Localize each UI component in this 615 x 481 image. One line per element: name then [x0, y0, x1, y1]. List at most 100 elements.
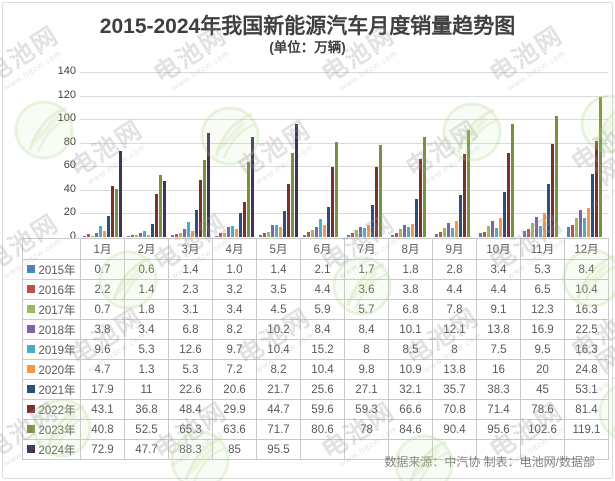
bar-group-7月 [344, 72, 388, 237]
value-cell: 4.4 [432, 279, 477, 300]
bar-2021年-1月 [106, 215, 110, 237]
value-cell: 1.0 [212, 259, 257, 280]
bar-2018年-3月 [182, 229, 186, 237]
value-cell: 44.7 [256, 399, 301, 420]
legend-swatch-icon [27, 265, 36, 274]
bar-2022年-2月 [154, 193, 158, 237]
value-cell: 6.5 [520, 279, 565, 300]
bar-2023年-8月 [422, 137, 426, 237]
bar-2021年-12月 [590, 174, 594, 237]
bar-2016年-10月 [482, 231, 486, 237]
bar-group-10月 [476, 72, 520, 237]
bar-2022年-6月 [330, 166, 334, 237]
value-cell: 9.5 [520, 339, 565, 360]
month-header-cell: 2月 [124, 238, 169, 260]
value-cell: 66.6 [388, 399, 433, 420]
value-cell: 22.6 [168, 379, 213, 400]
bar-2020年-11月 [542, 213, 546, 237]
value-cell: 40.8 [80, 419, 125, 440]
bar-2022年-7月 [374, 167, 378, 237]
bar-2016年-11月 [526, 229, 530, 237]
value-cell: 2.2 [80, 279, 125, 300]
legend-swatch-icon [27, 425, 36, 434]
bar-2019年-5月 [274, 224, 278, 237]
bar-2016年-6月 [306, 231, 310, 237]
value-cell: 21.7 [256, 379, 301, 400]
bar-2020年-9月 [454, 220, 458, 237]
value-cell: 36.8 [124, 399, 169, 420]
month-header-cell: 7月 [344, 238, 389, 260]
bar-2022年-9月 [462, 153, 466, 237]
value-cell: 8.5 [388, 339, 433, 360]
bar-2015年-1月 [82, 236, 86, 237]
bar-2017年-4月 [222, 233, 226, 237]
bar-2021年-2月 [150, 224, 154, 237]
bar-2021年-11月 [546, 183, 550, 237]
table-corner-cell [22, 238, 81, 260]
y-axis-tick-label: 60 [63, 159, 76, 172]
bar-2021年-9月 [458, 194, 462, 237]
month-header-cell: 11月 [520, 238, 565, 260]
bar-2022年-5月 [286, 184, 290, 237]
value-cell: 88.3 [168, 439, 213, 460]
plot-area [80, 72, 608, 237]
bar-2022年-3月 [198, 179, 202, 237]
y-axis-tick-label: 0 [69, 230, 76, 242]
value-cell: 3.5 [256, 279, 301, 300]
value-cell: 4.7 [80, 359, 125, 380]
bar-2020年-1月 [102, 231, 106, 237]
value-cell: 3.4 [212, 299, 257, 320]
value-cell: 70.8 [432, 399, 477, 420]
bar-2021年-8月 [414, 199, 418, 237]
bar-2023年-9月 [466, 130, 470, 237]
legend-swatch-icon [27, 365, 36, 374]
value-cell: 11 [124, 379, 169, 400]
value-cell: 84.6 [388, 419, 433, 440]
value-cell [300, 439, 345, 460]
gridline [80, 72, 608, 73]
value-cell: 13.8 [476, 319, 521, 340]
legend-cell-2018年: 2018年 [22, 319, 81, 340]
gridline [80, 213, 608, 215]
value-cell: 4.4 [300, 279, 345, 300]
bar-2020年-2月 [146, 235, 150, 237]
month-header-cell: 3月 [168, 238, 213, 260]
bar-2015年-6月 [302, 234, 306, 237]
bar-group-3月 [168, 72, 212, 237]
legend-cell-2016年: 2016年 [22, 279, 81, 300]
bar-2022年-12月 [594, 141, 598, 237]
bar-2021年-5月 [282, 211, 286, 237]
value-cell: 2.8 [432, 259, 477, 280]
bar-group-12月 [564, 72, 608, 237]
value-cell: 43.1 [80, 399, 125, 420]
data-table: 1月 2月 3月 4月 5月 6月 7月 8月 9月 10月 11月 12月 2015年 0.7 0.6 1.… [22, 238, 609, 460]
brand-leaf-logo-icon [12, 98, 76, 167]
bar-2023年-3月 [202, 160, 206, 237]
month-header-cell: 10月 [476, 238, 521, 260]
value-cell: 38.3 [476, 379, 521, 400]
bar-2019年-4月 [230, 225, 234, 237]
value-cell: 9.8 [344, 359, 389, 380]
chart-title: 2015-2024年我国新能源汽车月度销量趋势图 [99, 15, 516, 38]
bar-2015年-4月 [214, 235, 218, 237]
bar-series-area [80, 72, 608, 237]
bar-2020年-10月 [498, 218, 502, 237]
bar-group-9月 [432, 72, 476, 237]
bar-2020年-5月 [278, 227, 282, 237]
bar-2024年-5月 [294, 124, 298, 237]
bar-2019年-6月 [318, 219, 322, 237]
bar-2022年-4月 [242, 201, 246, 237]
legend-swatch-icon [27, 445, 36, 454]
bar-2019年-8月 [406, 226, 410, 237]
bar-2018年-12月 [578, 210, 582, 237]
value-cell: 7.2 [212, 359, 257, 380]
value-cell: 12.6 [168, 339, 213, 360]
value-cell: 0.6 [124, 259, 169, 280]
bar-2021年-4月 [238, 212, 242, 237]
value-cell: 102.6 [520, 419, 565, 440]
bar-2020年-12月 [586, 207, 590, 237]
value-cell: 80.6 [300, 419, 345, 440]
value-cell: 59.6 [300, 399, 345, 420]
value-cell: 3.4 [124, 319, 169, 340]
value-cell: 8.4 [564, 259, 609, 280]
